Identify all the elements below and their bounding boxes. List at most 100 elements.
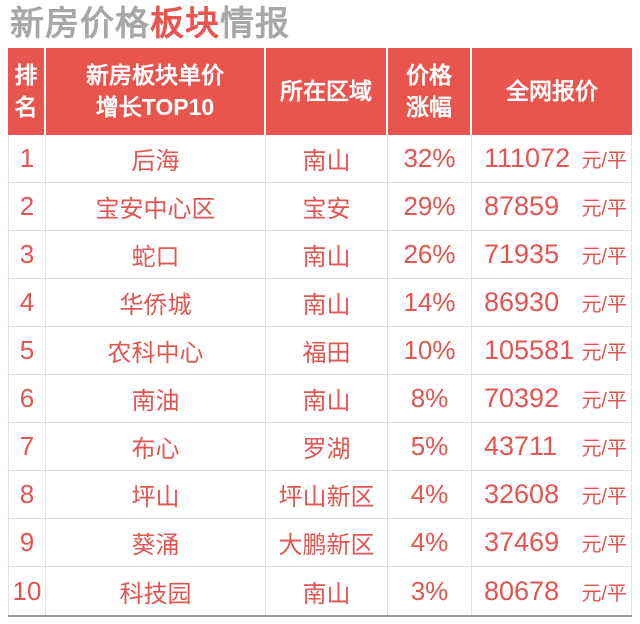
header-price-line1: 全网报价 [506, 77, 598, 104]
cell-price: 111072 元/平 [472, 135, 632, 182]
cell-change: 26% [388, 231, 472, 278]
cell-district: 坪山新区 [266, 471, 388, 518]
header-name-line2: 增长TOP10 [95, 93, 215, 120]
price-unit: 元/平 [581, 342, 627, 364]
table-row: 10 科技园 南山 3% 80678 元/平 [8, 567, 632, 615]
table-row: 5 农科中心 福田 10% 105581 元/平 [8, 327, 632, 375]
price-unit: 元/平 [581, 198, 627, 220]
price-value: 86930 [484, 287, 560, 317]
price-unit: 元/平 [581, 582, 627, 605]
header-change-line1: 价格 [406, 62, 452, 89]
table-header-row: 排 名 新房板块单价 增长TOP10 所在区域 价格 涨幅 全网报价 [8, 48, 632, 135]
cell-price: 70392 元/平 [472, 375, 632, 422]
header-change-line2: 涨幅 [406, 93, 452, 120]
cell-name: 宝安中心区 [46, 183, 266, 230]
cell-rank: 9 [8, 519, 46, 566]
cell-rank: 6 [8, 375, 46, 422]
price-unit: 元/平 [581, 294, 627, 316]
price-value: 70392 [484, 383, 560, 413]
cell-name: 布心 [46, 423, 266, 470]
header-cell-rank: 排 名 [8, 48, 46, 135]
cell-name: 蛇口 [46, 231, 266, 278]
price-unit: 元/平 [581, 534, 627, 556]
price-unit: 元/平 [581, 246, 627, 268]
cell-district: 南山 [266, 375, 388, 422]
cell-change: 3% [388, 567, 472, 615]
cell-price: 37469 元/平 [472, 519, 632, 566]
cell-district: 南山 [266, 567, 388, 615]
title-segment-red: 板块 [150, 5, 220, 43]
page-title: 新房价格板块情报 [10, 4, 290, 44]
table-row: 2 宝安中心区 宝安 29% 87859 元/平 [8, 183, 632, 231]
cell-name: 农科中心 [46, 327, 266, 374]
cell-district: 罗湖 [266, 423, 388, 470]
cell-price: 86930 元/平 [472, 279, 632, 326]
header-district-line1: 所在区域 [280, 77, 372, 104]
cell-name: 科技园 [46, 567, 266, 615]
cell-name: 南油 [46, 375, 266, 422]
table-row: 9 葵涌 大鹏新区 4% 37469 元/平 [8, 519, 632, 567]
cell-price: 80678 元/平 [472, 567, 632, 615]
cell-district: 南山 [266, 279, 388, 326]
cell-rank: 10 [8, 567, 46, 615]
cell-rank: 4 [8, 279, 46, 326]
cell-change: 32% [388, 135, 472, 182]
cell-district: 福田 [266, 327, 388, 374]
cell-district: 宝安 [266, 183, 388, 230]
cell-district: 南山 [266, 231, 388, 278]
header-cell-name: 新房板块单价 增长TOP10 [46, 48, 266, 135]
title-segment-gray-1: 新房价格 [10, 5, 150, 43]
table-row: 6 南油 南山 8% 70392 元/平 [8, 375, 632, 423]
cell-name: 后海 [46, 135, 266, 182]
table-body: 1 后海 南山 32% 111072 元/平 2 宝安中心区 宝安 29% 87… [8, 135, 632, 615]
cell-rank: 2 [8, 183, 46, 230]
price-value: 37469 [484, 527, 560, 557]
price-unit: 元/平 [581, 438, 627, 460]
header-cell-district: 所在区域 [266, 48, 388, 135]
price-value: 111072 [484, 143, 571, 173]
cell-price: 87859 元/平 [472, 183, 632, 230]
cell-change: 14% [388, 279, 472, 326]
cell-name: 葵涌 [46, 519, 266, 566]
cell-change: 4% [388, 519, 472, 566]
price-value: 87859 [484, 191, 560, 221]
price-unit: 元/平 [581, 390, 627, 412]
table-row: 8 坪山 坪山新区 4% 32608 元/平 [8, 471, 632, 519]
price-table: 排 名 新房板块单价 增长TOP10 所在区域 价格 涨幅 全网报价 1 后海 [8, 48, 632, 617]
cell-name: 坪山 [46, 471, 266, 518]
cell-price: 105581 元/平 [472, 327, 632, 374]
header-cell-change: 价格 涨幅 [388, 48, 472, 135]
header-name-line1: 新房板块单价 [86, 62, 224, 89]
cell-district: 大鹏新区 [266, 519, 388, 566]
cell-rank: 8 [8, 471, 46, 518]
cell-district: 南山 [266, 135, 388, 182]
price-value: 105581 [484, 335, 575, 365]
header-rank-line2: 名 [14, 93, 38, 120]
price-value: 43711 [484, 431, 558, 461]
table-row: 3 蛇口 南山 26% 71935 元/平 [8, 231, 632, 279]
price-value: 32608 [484, 479, 560, 509]
cell-rank: 1 [8, 135, 46, 182]
header-rank-line1: 排 [14, 62, 38, 89]
cell-change: 4% [388, 471, 472, 518]
price-value: 80678 [484, 575, 560, 606]
cell-change: 5% [388, 423, 472, 470]
cell-price: 71935 元/平 [472, 231, 632, 278]
header-cell-price: 全网报价 [472, 48, 632, 135]
price-unit: 元/平 [581, 486, 627, 508]
table-row: 4 华侨城 南山 14% 86930 元/平 [8, 279, 632, 327]
cell-change: 29% [388, 183, 472, 230]
cell-change: 10% [388, 327, 472, 374]
price-unit: 元/平 [581, 150, 627, 172]
cell-change: 8% [388, 375, 472, 422]
title-segment-gray-2: 情报 [220, 5, 290, 43]
cell-name: 华侨城 [46, 279, 266, 326]
cell-rank: 5 [8, 327, 46, 374]
table-row: 7 布心 罗湖 5% 43711 元/平 [8, 423, 632, 471]
table-row: 1 后海 南山 32% 111072 元/平 [8, 135, 632, 183]
cell-price: 43711 元/平 [472, 423, 632, 470]
cell-rank: 3 [8, 231, 46, 278]
cell-price: 32608 元/平 [472, 471, 632, 518]
cell-rank: 7 [8, 423, 46, 470]
